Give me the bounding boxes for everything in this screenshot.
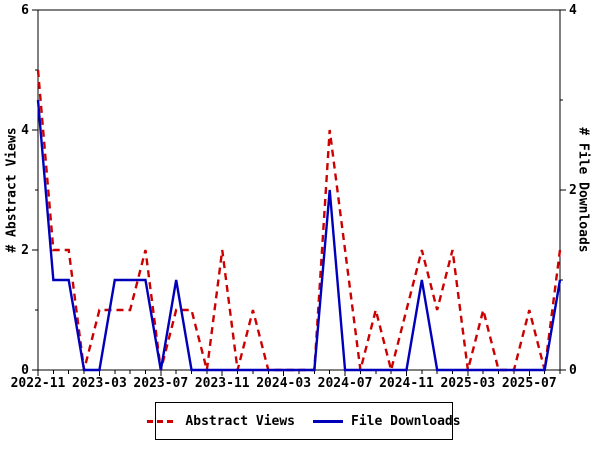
abstract-views-line-sample xyxy=(147,419,178,423)
legend-entry-abstract-views: Abstract Views xyxy=(147,414,295,429)
x-tick-label: 2025-07 xyxy=(502,376,557,391)
right-y-tick-label: 4 xyxy=(569,3,577,18)
file-downloads-line-sample xyxy=(313,419,343,423)
x-tick-label: 2024-07 xyxy=(318,376,373,391)
series-line-abstract-views xyxy=(36,69,562,372)
left-axis-ticks xyxy=(32,9,38,371)
left-y-tick-label: 4 xyxy=(21,123,29,138)
x-tick-label: 2023-07 xyxy=(133,376,188,391)
x-tick-label: 2023-11 xyxy=(195,376,250,391)
x-tick-label: 2023-03 xyxy=(72,376,127,391)
x-tick-label: 2022-11 xyxy=(11,376,66,391)
right-axis-ticks xyxy=(560,9,566,371)
left-y-tick-label: 6 xyxy=(21,3,29,18)
legend-label-file-downloads: File Downloads xyxy=(351,413,461,429)
series-line-file-downloads xyxy=(36,99,562,372)
right-axis-title: # File Downloads xyxy=(575,127,591,253)
x-tick-label: 2024-11 xyxy=(379,376,434,391)
legend-entry-file-downloads: File Downloads xyxy=(313,414,461,429)
left-axis-title: # Abstract Views xyxy=(4,127,20,253)
left-y-tick-label: 0 xyxy=(21,363,29,378)
x-tick-label: 2024-03 xyxy=(256,376,311,391)
x-tick-label: 2025-03 xyxy=(440,376,495,391)
legend: Abstract Views File Downloads xyxy=(147,402,461,440)
left-y-tick-label: 2 xyxy=(21,243,29,258)
right-y-tick-label: 2 xyxy=(569,183,577,198)
legend-label-abstract-views: Abstract Views xyxy=(185,413,295,429)
right-y-tick-label: 0 xyxy=(569,363,577,378)
